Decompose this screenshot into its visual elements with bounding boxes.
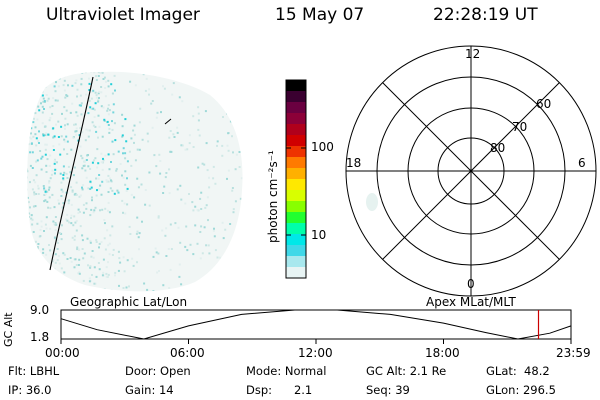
colorbar-tick-10: 10 xyxy=(311,228,327,242)
altitude-xtick-1200: 12:00 xyxy=(298,346,333,360)
colorbar-tick-100: 100 xyxy=(311,140,334,154)
gc-alt-status: GC Alt: 2.1 Re xyxy=(366,364,447,378)
colorbar-unit-label: photon cm⁻²s⁻¹ xyxy=(266,150,280,243)
filter-status: Flt: LBHL xyxy=(8,364,60,378)
lat-label-70: 70 xyxy=(512,120,528,134)
door-status: Door: Open xyxy=(125,364,191,378)
altitude-xtick-1800: 18:00 xyxy=(425,346,460,360)
dsp-status: Dsp: 2.1 xyxy=(246,383,313,397)
lat-label-80: 80 xyxy=(490,141,506,155)
colorbar xyxy=(285,79,307,279)
imager-caption: Geographic Lat/Lon xyxy=(70,295,188,309)
glon-status: GLon: 296.5 xyxy=(486,383,556,397)
glat-status: GLat: 48.2 xyxy=(486,364,550,378)
lat-label-60: 60 xyxy=(536,97,552,111)
altitude-xtick-0000: 00:00 xyxy=(45,346,80,360)
altitude-ylabel: GC Alt xyxy=(2,312,15,347)
seq-status: Seq: 39 xyxy=(366,383,410,397)
ip-status: IP: 36.0 xyxy=(8,383,52,397)
observation-date: 15 May 07 xyxy=(275,5,365,25)
mode-status: Mode: Normal xyxy=(246,364,327,378)
mlt-label-top: 12 xyxy=(465,47,481,61)
altitude-ytick-min: 1.8 xyxy=(30,330,50,344)
gain-status: Gain: 14 xyxy=(125,383,174,397)
altitude-xtick-2359: 23:59 xyxy=(556,346,591,360)
polar-caption: Apex MLat/MLT xyxy=(426,295,516,309)
altitude-plot xyxy=(60,309,572,344)
mlt-label-left: 18 xyxy=(346,156,362,170)
instrument-title: Ultraviolet Imager xyxy=(46,5,200,25)
uv-image-disk xyxy=(27,71,243,292)
mlt-label-bottom: 0 xyxy=(467,277,475,291)
altitude-xtick-0600: 06:00 xyxy=(170,346,205,360)
polar-plot xyxy=(345,45,597,297)
altitude-ytick-max: 9.0 xyxy=(30,303,50,317)
terminator-line xyxy=(49,76,94,271)
observation-time: 22:28:19 UT xyxy=(433,5,538,25)
mlt-label-right: 6 xyxy=(578,156,586,170)
